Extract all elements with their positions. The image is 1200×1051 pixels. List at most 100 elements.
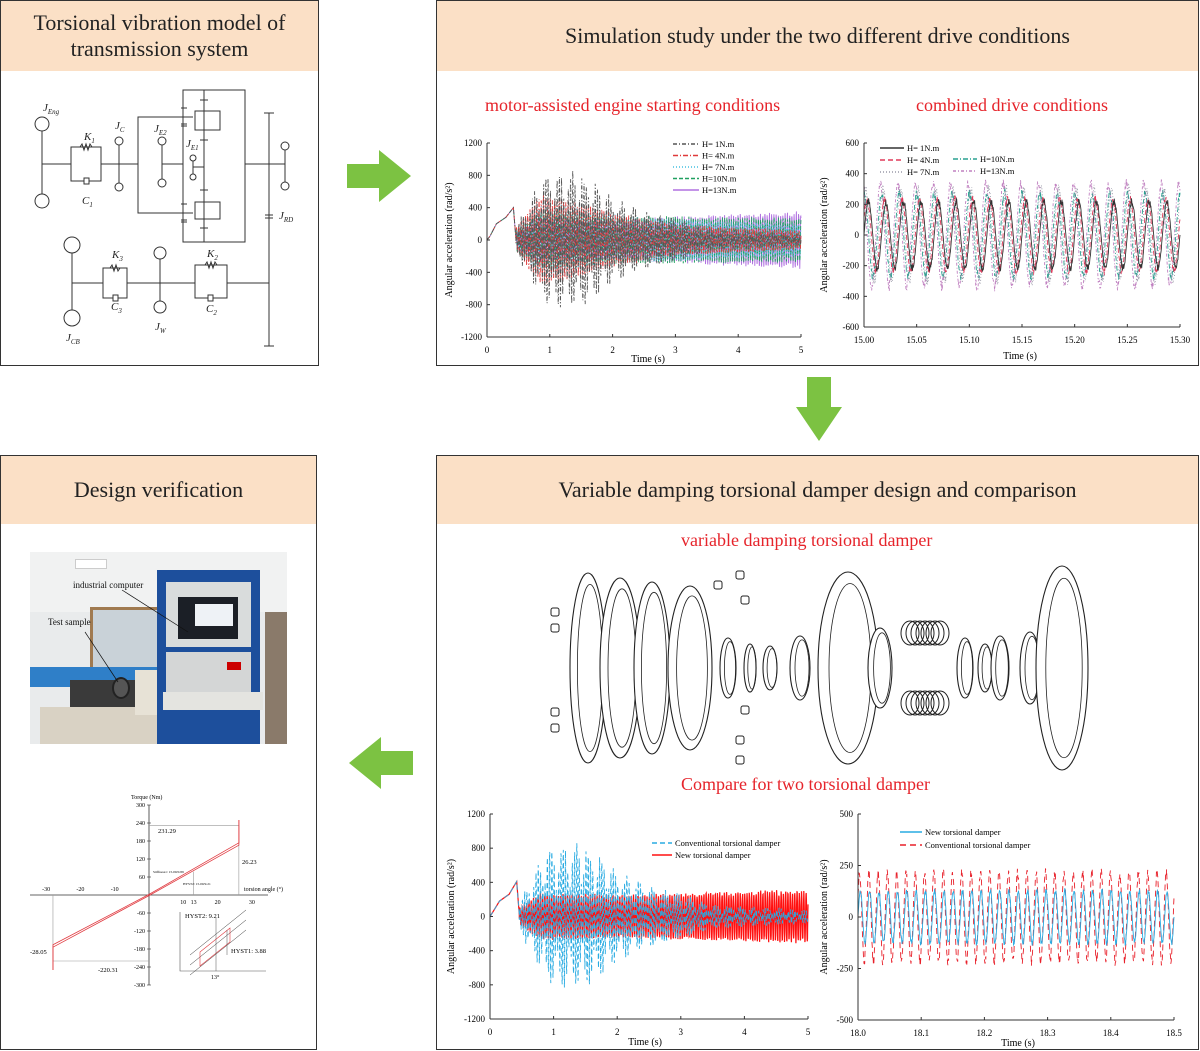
x-tick-label: 18.2 xyxy=(977,1028,993,1038)
hysteresis-curve-plot: 300 240 180 120 60 -60 -120 -180 -240 -300 -30 -20 -… xyxy=(30,794,283,989)
x-axis-label: Time (s) xyxy=(1003,351,1037,362)
damper-part xyxy=(667,585,713,751)
x-tick-label: 15.10 xyxy=(959,335,980,345)
y-tick-label: -120 xyxy=(134,929,145,935)
x-axis-label: torsion angle (°) xyxy=(244,886,283,893)
legend-label: H= 4N.m xyxy=(907,155,940,165)
bolt xyxy=(713,580,723,590)
panel-title: Simulation study under the two different… xyxy=(565,23,1070,48)
y-tick-label: 1200 xyxy=(464,138,483,148)
y-tick-label: 1200 xyxy=(467,809,486,819)
annotation-small2: HYST2: 15.00/9.21 xyxy=(183,882,211,886)
annotation-min-torque: -220.31 xyxy=(98,967,118,974)
bolt xyxy=(550,707,560,717)
spring-coil xyxy=(905,690,925,716)
y-tick-label: -400 xyxy=(843,291,860,301)
y-tick-label: -1200 xyxy=(464,1014,485,1024)
legend-item: H=10N.m xyxy=(953,154,1015,164)
x-tick-label: 15.15 xyxy=(1012,335,1033,345)
legend-item: Conventional torsional damper xyxy=(900,840,1030,850)
damper-part xyxy=(762,645,778,691)
y-tick-label: 250 xyxy=(840,861,854,871)
y-tick-label: -1200 xyxy=(461,332,482,342)
x-tick-label: 18.4 xyxy=(1103,1028,1119,1038)
x-tick-label: 15.30 xyxy=(1170,335,1191,345)
x-tick-label: 4 xyxy=(736,345,741,355)
annotation-inset-angle: 13° xyxy=(211,974,220,981)
legend-label: H=10N.m xyxy=(702,174,737,184)
label-j-eng: JEng xyxy=(43,102,60,116)
bolt xyxy=(550,607,560,617)
y-tick-label: -300 xyxy=(134,983,145,989)
transmission-schematic: JEng K1 C1 JC JE2 JE1 JRD K3 C3 JW K2 C2… xyxy=(34,89,293,347)
y-tick-label: 400 xyxy=(472,877,486,887)
x-tick-label: 15.25 xyxy=(1117,335,1138,345)
spring-coil xyxy=(920,690,940,716)
y-tick-label: 600 xyxy=(846,138,860,148)
label-test-sample: Test sample xyxy=(48,617,91,627)
spring-coil xyxy=(925,620,945,646)
x-tick-label: 4 xyxy=(742,1027,747,1037)
spring-coil xyxy=(920,620,940,646)
legend-label: New torsional damper xyxy=(925,827,1001,837)
damper-part xyxy=(867,627,893,709)
x-tick-label: 30 xyxy=(249,900,255,906)
label-k1: K1 xyxy=(83,131,95,145)
x-tick-label: 15.05 xyxy=(907,335,928,345)
x-axis-label: Time (s) xyxy=(1001,1038,1035,1049)
y-tick-label: -250 xyxy=(837,964,854,974)
series-line-0 xyxy=(863,196,1181,273)
label-j-e1: JE1 xyxy=(186,138,199,152)
damper-part xyxy=(743,643,757,693)
legend-item: H=13N.m xyxy=(673,185,737,195)
y-axis-label: Angular acceleration (rad/s²) xyxy=(819,177,830,292)
series-line-0 xyxy=(857,888,1175,947)
y-tick-label: -60 xyxy=(137,911,145,917)
legend-item: H=13N.m xyxy=(953,166,1015,176)
series-line-1 xyxy=(863,195,1181,276)
damper-part xyxy=(956,637,974,699)
y-tick-label: 800 xyxy=(469,170,483,180)
spring-coil xyxy=(910,620,930,646)
y-tick-label: 120 xyxy=(136,857,145,863)
annotation-max-angle: 26.23 xyxy=(242,859,257,866)
label-k2: K2 xyxy=(206,248,218,262)
legend-label: H= 1N.m xyxy=(702,139,735,149)
bolt xyxy=(740,595,750,605)
panel-header: Design verification xyxy=(1,456,316,524)
y-tick-label: 240 xyxy=(136,821,145,827)
bolt xyxy=(735,755,745,765)
y-tick-label: -200 xyxy=(843,261,860,271)
spring-coil xyxy=(905,620,925,646)
y-tick-label: 0 xyxy=(478,235,483,245)
x-tick-label: 10 xyxy=(180,900,186,906)
damper-part xyxy=(977,643,993,693)
damper-part xyxy=(719,637,737,699)
damper-part xyxy=(633,581,671,755)
x-axis-label: Time (s) xyxy=(631,354,665,365)
y-tick-label: -240 xyxy=(134,965,145,971)
legend-item: Conventional torsional damper xyxy=(652,838,780,848)
damper-part xyxy=(599,577,641,759)
y-axis-label: Angular acceleration (rad/s²) xyxy=(444,182,455,297)
spring-coil xyxy=(930,690,950,716)
y-tick-label: -400 xyxy=(469,946,486,956)
damper-part xyxy=(1035,565,1089,771)
x-tick-label: 15.20 xyxy=(1065,335,1086,345)
x-tick-label: 3 xyxy=(673,345,678,355)
label-j-w: JW xyxy=(155,321,167,335)
legend-item: H= 4N.m xyxy=(880,155,940,165)
legend-label: H= 4N.m xyxy=(702,151,735,161)
hysteresis-inset: HYST2: 9.21 HYST1: 3.88 13° xyxy=(179,909,266,981)
x-tick-label: 18.5 xyxy=(1166,1028,1182,1038)
arrow-down-icon xyxy=(796,377,842,441)
legend-label: New torsional damper xyxy=(675,850,751,860)
legend-label: Conventional torsional damper xyxy=(925,840,1030,850)
series-line-2 xyxy=(863,183,1181,288)
legend-label: H=13N.m xyxy=(980,166,1015,176)
x-axis-label: Time (s) xyxy=(628,1037,662,1048)
y-tick-label: -500 xyxy=(837,1015,854,1025)
y-axis-label: Torque (Nm) xyxy=(131,794,162,801)
spring-coil xyxy=(930,620,950,646)
